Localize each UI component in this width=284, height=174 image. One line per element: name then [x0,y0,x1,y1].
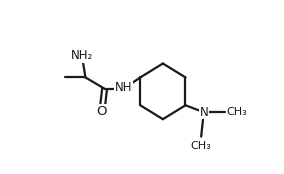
Text: NH: NH [115,81,132,94]
Text: O: O [97,105,107,118]
Text: CH₃: CH₃ [227,107,247,117]
Text: NH₂: NH₂ [71,49,93,62]
Text: CH₃: CH₃ [191,141,212,151]
Text: N: N [199,106,208,119]
